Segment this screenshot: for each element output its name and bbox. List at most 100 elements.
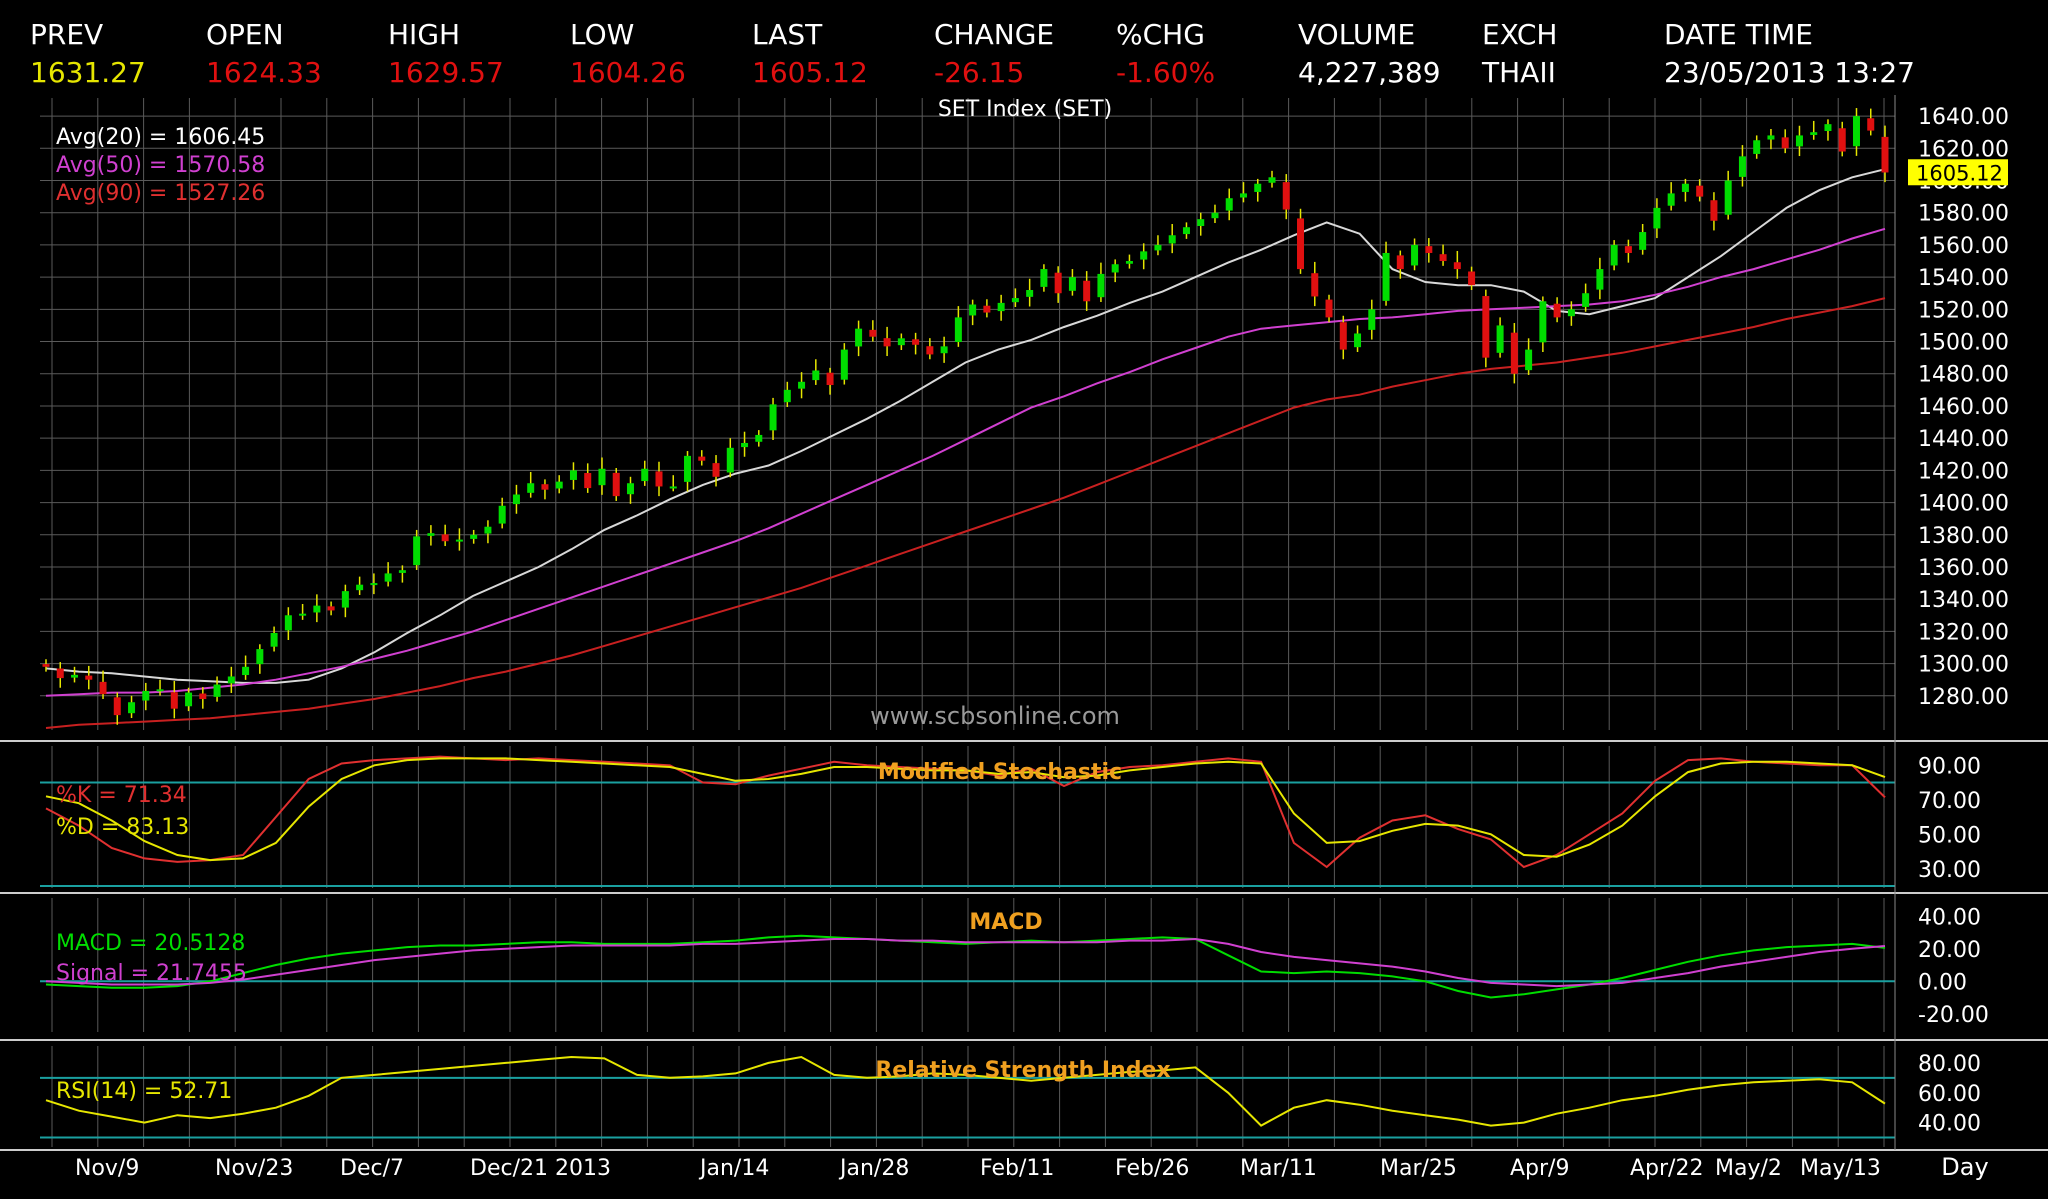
candle-body bbox=[1168, 235, 1176, 244]
candle-body bbox=[185, 692, 193, 707]
y-tick-label: 70.00 bbox=[1918, 789, 1981, 814]
candle-body bbox=[1453, 262, 1461, 270]
candle-body bbox=[1040, 269, 1048, 287]
candle-body bbox=[855, 328, 863, 347]
ma50-line bbox=[45, 227, 1886, 697]
y-tick-label: 20.00 bbox=[1918, 938, 1981, 963]
y-tick-label: 1340.00 bbox=[1918, 588, 2009, 613]
candle-body bbox=[1197, 219, 1205, 227]
candle-body bbox=[1268, 177, 1276, 183]
candle-body bbox=[1867, 118, 1875, 131]
candle-body bbox=[1667, 193, 1675, 206]
candle-body bbox=[584, 473, 592, 489]
y-tick-label: 1400.00 bbox=[1918, 492, 2009, 517]
watermark-text: www.scbsonline.com bbox=[870, 702, 1120, 730]
candle-body bbox=[626, 483, 634, 495]
x-tick-label: Apr/9 bbox=[1510, 1156, 1569, 1181]
candle-body bbox=[128, 702, 136, 714]
quote-label: %CHG bbox=[1116, 18, 1205, 51]
y-tick-label: 1380.00 bbox=[1918, 524, 2009, 549]
candle-body bbox=[1710, 200, 1718, 221]
candle-body bbox=[1553, 303, 1561, 318]
candle-body bbox=[869, 329, 877, 337]
quote-value: THAII bbox=[1482, 56, 1556, 89]
quote-field-high: HIGH 1629.57 bbox=[388, 18, 504, 90]
candle-body bbox=[455, 539, 463, 542]
candle-body bbox=[1824, 124, 1832, 131]
candle-body bbox=[170, 692, 178, 709]
quote-label: VOLUME bbox=[1298, 18, 1416, 51]
candle-body bbox=[313, 605, 321, 613]
candle-body bbox=[1525, 349, 1533, 371]
candle-body bbox=[1610, 244, 1618, 266]
candle-body bbox=[213, 684, 221, 697]
candle-body bbox=[997, 302, 1005, 312]
quote-value: 1624.33 bbox=[206, 56, 322, 89]
quote-value: 1631.27 bbox=[30, 56, 146, 89]
candle-body bbox=[341, 591, 349, 608]
candle-body bbox=[669, 486, 677, 489]
x-tick-label: Mar/11 bbox=[1240, 1156, 1317, 1181]
x-tick-label: Apr/22 bbox=[1630, 1156, 1703, 1181]
candle-body bbox=[1496, 325, 1504, 353]
ma90-line bbox=[45, 297, 1886, 729]
quote-label: EXCH bbox=[1482, 18, 1558, 51]
y-tick-label: 1620.00 bbox=[1918, 137, 2009, 162]
candle-body bbox=[1140, 251, 1148, 260]
legend-entry: MACD = 20.5128 bbox=[56, 931, 245, 956]
rsi-title: Relative Strength Index bbox=[875, 1058, 1170, 1083]
candle-body bbox=[1011, 298, 1019, 303]
quote-value: 1605.12 bbox=[752, 56, 868, 89]
quote-label: DATE TIME bbox=[1664, 18, 1813, 51]
candle-body bbox=[413, 536, 421, 566]
candle-body bbox=[897, 338, 905, 346]
candle-body bbox=[1211, 212, 1219, 219]
candle-body bbox=[726, 447, 734, 473]
candle-body bbox=[1154, 244, 1162, 251]
y-tick-label: 1640.00 bbox=[1918, 105, 2009, 130]
quote-field-prev: PREV 1631.27 bbox=[30, 18, 146, 90]
candle-body bbox=[1639, 232, 1647, 250]
candle-body bbox=[56, 668, 64, 679]
quote-label: LAST bbox=[752, 18, 823, 51]
candle-body bbox=[541, 484, 549, 490]
candle-body bbox=[1653, 207, 1661, 229]
candle-body bbox=[299, 613, 307, 616]
quote-field-open: OPEN 1624.33 bbox=[206, 18, 322, 90]
moving-averages bbox=[45, 168, 1886, 729]
candle-body bbox=[1681, 183, 1689, 192]
candle-body bbox=[684, 455, 692, 482]
candle-body bbox=[1068, 277, 1076, 291]
macd-title: MACD bbox=[969, 910, 1042, 935]
candle-body bbox=[356, 584, 364, 591]
quote-value: 23/05/2013 13:27 bbox=[1664, 56, 1915, 89]
candle-body bbox=[926, 346, 934, 355]
x-tick-label: May/2 bbox=[1715, 1156, 1782, 1181]
quote-field-last: LAST 1605.12 bbox=[752, 18, 868, 90]
axes: 1640.001620.001600.001580.001560.001540.… bbox=[75, 105, 2009, 1181]
candle-body bbox=[1339, 322, 1347, 350]
candle-body bbox=[527, 483, 535, 493]
x-tick-label: Nov/9 bbox=[75, 1156, 139, 1181]
candle-body bbox=[840, 349, 848, 380]
y-tick-label: 1480.00 bbox=[1918, 363, 2009, 388]
y-tick-label: 30.00 bbox=[1918, 858, 1981, 883]
candle-body bbox=[1396, 255, 1404, 270]
candle-body bbox=[741, 442, 749, 448]
y-tick-label: 1320.00 bbox=[1918, 620, 2009, 645]
candle-body bbox=[1795, 135, 1803, 147]
quote-field-pct-change: %CHG -1.60% bbox=[1116, 18, 1215, 90]
quote-header: PREV 1631.27 OPEN 1624.33 HIGH 1629.57 L… bbox=[0, 0, 2048, 96]
candle-body bbox=[512, 494, 520, 505]
candle-body bbox=[712, 463, 720, 477]
x-tick-label: Mar/25 bbox=[1380, 1156, 1457, 1181]
candle-body bbox=[1767, 135, 1775, 140]
y-tick-label: 40.00 bbox=[1918, 1112, 1981, 1137]
candle-body bbox=[1881, 136, 1889, 173]
x-tick-label: Feb/26 bbox=[1115, 1156, 1189, 1181]
y-tick-label: 0.00 bbox=[1918, 970, 1967, 995]
candle-body bbox=[1297, 218, 1305, 270]
candle-body bbox=[1125, 261, 1133, 264]
quote-value: 1629.57 bbox=[388, 56, 504, 89]
